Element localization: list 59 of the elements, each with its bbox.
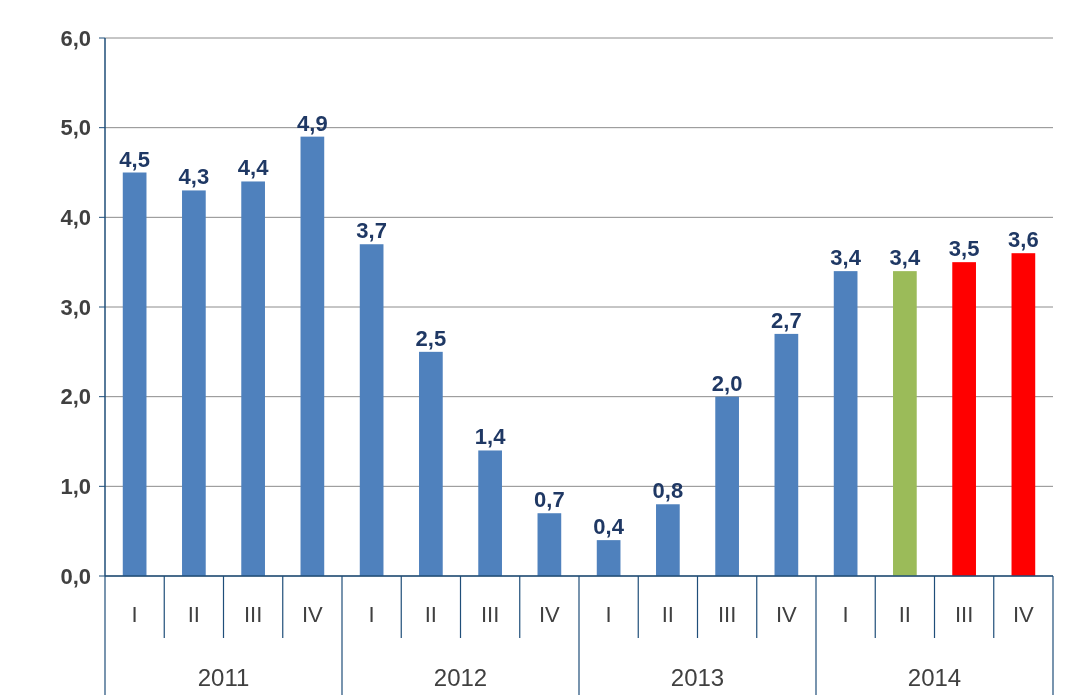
bar bbox=[419, 351, 443, 576]
bar bbox=[241, 181, 265, 576]
text: 2012 bbox=[433, 664, 488, 691]
bar bbox=[1011, 253, 1036, 576]
x-tick-label: III bbox=[243, 602, 263, 627]
data-label: 4,5 bbox=[119, 146, 150, 172]
x-tick-label: IV bbox=[301, 602, 324, 627]
bar bbox=[537, 513, 562, 576]
bar bbox=[833, 271, 858, 576]
data-label: 2,7 bbox=[771, 307, 802, 333]
x-tick-label: I bbox=[131, 602, 138, 627]
y-tick-label: 3,0 bbox=[60, 294, 91, 320]
data-label: 4,9 bbox=[297, 110, 328, 136]
x-tick-label: II bbox=[898, 602, 911, 627]
data-label: 4,3 bbox=[178, 164, 210, 190]
text: 2013 bbox=[670, 664, 725, 691]
data-label: 3,4 bbox=[889, 245, 921, 271]
data-label: 4,4 bbox=[237, 155, 270, 181]
y-tick-label: 6,0 bbox=[60, 25, 91, 51]
bar bbox=[359, 244, 384, 576]
text: 2014 bbox=[907, 664, 962, 691]
bar bbox=[893, 271, 917, 576]
y-tick-label: 0,0 bbox=[60, 563, 91, 589]
y-tick-label: 2,0 bbox=[60, 384, 91, 410]
data-label: 3,5 bbox=[948, 236, 980, 262]
y-tick-label: 4,0 bbox=[60, 205, 91, 231]
bar bbox=[656, 504, 680, 576]
bar bbox=[596, 540, 621, 576]
bar bbox=[122, 172, 147, 576]
bar bbox=[182, 190, 206, 576]
bar bbox=[478, 450, 502, 576]
x-tick-label: II bbox=[661, 602, 674, 627]
x-tick-label: I bbox=[605, 602, 612, 627]
x-tick-label: IV bbox=[1012, 602, 1035, 627]
data-label: 2,0 bbox=[711, 370, 743, 396]
x-tick-label: I bbox=[368, 602, 375, 627]
data-label: 0,4 bbox=[593, 514, 625, 540]
data-label: 1,4 bbox=[474, 424, 507, 450]
bar bbox=[774, 333, 799, 576]
x-tick-label: III bbox=[480, 602, 500, 627]
data-label: 2,5 bbox=[415, 325, 447, 351]
data-label: 0,7 bbox=[534, 487, 565, 513]
y-tick-label: 1,0 bbox=[60, 474, 91, 500]
data-label: 3,6 bbox=[1008, 227, 1039, 253]
bar bbox=[952, 262, 976, 576]
bar bbox=[715, 396, 739, 576]
x-tick-label: II bbox=[424, 602, 437, 627]
data-label: 0,8 bbox=[652, 478, 684, 504]
y-tick-label: 5,0 bbox=[60, 115, 91, 141]
bar bbox=[300, 136, 325, 576]
x-tick-label: III bbox=[954, 602, 974, 627]
data-label: 3,4 bbox=[830, 245, 862, 271]
x-tick-label: IV bbox=[775, 602, 798, 627]
x-tick-label: III bbox=[717, 602, 737, 627]
text: 2011 bbox=[197, 664, 250, 691]
x-tick-label: IV bbox=[538, 602, 561, 627]
x-tick-label: II bbox=[187, 602, 200, 627]
x-tick-label: I bbox=[842, 602, 849, 627]
data-label: 3,7 bbox=[356, 218, 387, 244]
